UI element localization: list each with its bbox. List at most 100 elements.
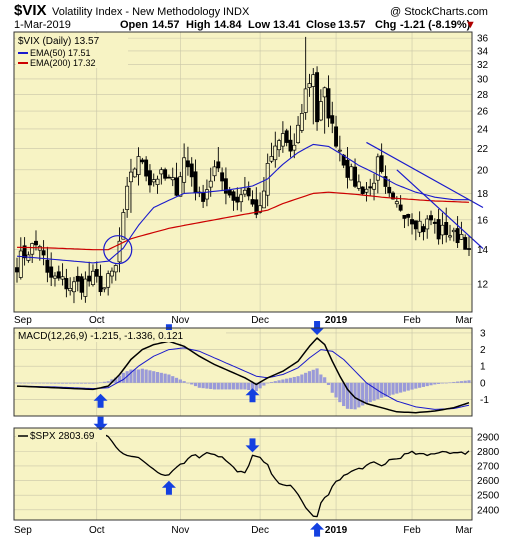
vix-candle-body bbox=[178, 176, 183, 197]
vix-candle-body bbox=[147, 170, 152, 186]
vix-candle-body bbox=[455, 228, 460, 244]
exchange-label: INDX bbox=[223, 6, 250, 18]
macd-histogram-bar bbox=[95, 382, 99, 384]
macd-histogram-bar bbox=[285, 378, 289, 383]
vix-candle-body bbox=[375, 156, 380, 181]
price-y-tick: 34 bbox=[477, 46, 489, 57]
vix-candle-body bbox=[311, 74, 316, 87]
high-value: 14.84 bbox=[214, 19, 242, 31]
vix-candle-body bbox=[402, 214, 407, 219]
vix-candle-body bbox=[136, 156, 141, 175]
macd-histogram-bar bbox=[19, 382, 23, 384]
macd-histogram-bar bbox=[269, 381, 274, 383]
spx-y-tick: 2400 bbox=[477, 505, 500, 516]
macd-histogram-bar bbox=[429, 382, 433, 386]
vix-candle-body bbox=[140, 159, 145, 163]
spx-x-tick: Sep bbox=[14, 525, 32, 536]
vix-candle-body bbox=[436, 219, 441, 240]
vix-candle-body bbox=[166, 176, 171, 179]
vix-candle-body bbox=[330, 115, 335, 124]
macd-histogram-bar bbox=[440, 382, 445, 384]
macd-histogram-bar bbox=[361, 382, 365, 406]
macd-histogram-bar bbox=[437, 382, 441, 384]
macd-histogram-bar bbox=[288, 377, 293, 383]
vix-candle-body bbox=[98, 275, 103, 293]
macd-histogram-bar bbox=[307, 371, 312, 383]
macd-histogram-bar bbox=[193, 382, 198, 387]
macd-histogram-bar bbox=[171, 376, 175, 383]
macd-histogram-bar bbox=[247, 382, 251, 390]
macd-histogram-bar bbox=[300, 374, 304, 383]
spx-up-arrow-icon bbox=[161, 480, 176, 495]
macd-histogram-bar bbox=[45, 382, 49, 384]
macd-histogram-bar bbox=[368, 382, 372, 403]
vix-candle-body bbox=[208, 180, 213, 188]
macd-histogram-bar bbox=[418, 382, 422, 388]
macd-histogram-bar bbox=[448, 382, 452, 384]
vix-candle-body bbox=[417, 220, 422, 233]
vix-candle-body bbox=[155, 178, 160, 185]
price-y-tick: 20 bbox=[477, 165, 489, 176]
trendline-0 bbox=[366, 141, 484, 209]
macd-histogram-bar bbox=[323, 377, 327, 383]
macd-histogram-bar bbox=[212, 382, 217, 390]
macd-histogram-bar bbox=[410, 382, 414, 390]
vix-candle-body bbox=[18, 250, 23, 278]
vix-candle-body bbox=[383, 176, 388, 187]
macd-histogram-bar bbox=[102, 381, 106, 383]
vix-candle-body bbox=[216, 161, 221, 169]
macd-histogram-bar bbox=[372, 382, 376, 401]
vix-candle-body bbox=[318, 101, 323, 121]
price-y-tick: 18 bbox=[477, 189, 489, 200]
macd-histogram-bar bbox=[414, 382, 418, 389]
chg-label: Chg bbox=[375, 19, 396, 31]
spx-panel-frame bbox=[13, 427, 473, 521]
macd-histogram-bar bbox=[399, 382, 403, 393]
vix-candle-body bbox=[94, 269, 99, 277]
vix-candle-body bbox=[284, 130, 289, 143]
price-x-tick: Feb bbox=[403, 315, 421, 326]
macd-histogram-bar bbox=[330, 382, 334, 393]
price-x-tick: Oct bbox=[89, 315, 105, 326]
macd-histogram-bar bbox=[425, 382, 429, 387]
macd-histogram-bar bbox=[345, 382, 350, 409]
macd-histogram-bar bbox=[209, 382, 213, 390]
vix-candle-body bbox=[292, 144, 297, 151]
price-legend: $VIX (Daily) 13.57 EMA(50) 17.51 EMA(200… bbox=[16, 34, 128, 68]
close-label: Close bbox=[306, 19, 336, 31]
macd-histogram-bar bbox=[406, 382, 410, 391]
macd-histogram-bar bbox=[304, 372, 308, 383]
vix-candle-body bbox=[429, 215, 433, 221]
macd-histogram-bar bbox=[186, 382, 190, 384]
macd-histogram-bar bbox=[357, 382, 361, 408]
macd-histogram-bar bbox=[387, 382, 391, 396]
macd-y-tick: 3 bbox=[480, 328, 486, 339]
macd-histogram-bar bbox=[216, 382, 220, 390]
vix-candle-body bbox=[170, 177, 175, 181]
vix-candle-body bbox=[87, 275, 92, 282]
vix-candle-body bbox=[372, 182, 376, 190]
vix-candle-body bbox=[463, 237, 468, 250]
spx-x-tick: Nov bbox=[171, 525, 189, 536]
spx-y-tick: 2600 bbox=[477, 476, 500, 487]
macd-histogram-bar bbox=[155, 372, 160, 383]
spx-x-tick: Oct bbox=[89, 525, 105, 536]
macd-histogram-bar bbox=[231, 382, 236, 390]
vix-candle-body bbox=[364, 188, 369, 193]
price-x-tick: 2019 bbox=[325, 315, 348, 326]
macd-histogram-bar bbox=[383, 382, 388, 397]
macd-histogram-bar bbox=[57, 382, 61, 384]
vix-candle-body bbox=[273, 145, 278, 161]
vix-candle-body bbox=[459, 234, 464, 240]
macd-histogram-bar bbox=[72, 382, 76, 384]
macd-histogram-bar bbox=[91, 382, 95, 384]
ema50-legend-label: EMA(50) 17.51 bbox=[30, 48, 91, 58]
macd-histogram-bar bbox=[110, 379, 114, 383]
vix-candle-body bbox=[353, 166, 358, 187]
macd-histogram-bar bbox=[167, 374, 171, 383]
vix-candle-body bbox=[254, 199, 259, 215]
vix-candle-body bbox=[231, 191, 236, 201]
macd-histogram-bar bbox=[250, 382, 255, 391]
vix-candle-body bbox=[360, 186, 365, 195]
symbol-title: $VIX bbox=[14, 2, 47, 19]
